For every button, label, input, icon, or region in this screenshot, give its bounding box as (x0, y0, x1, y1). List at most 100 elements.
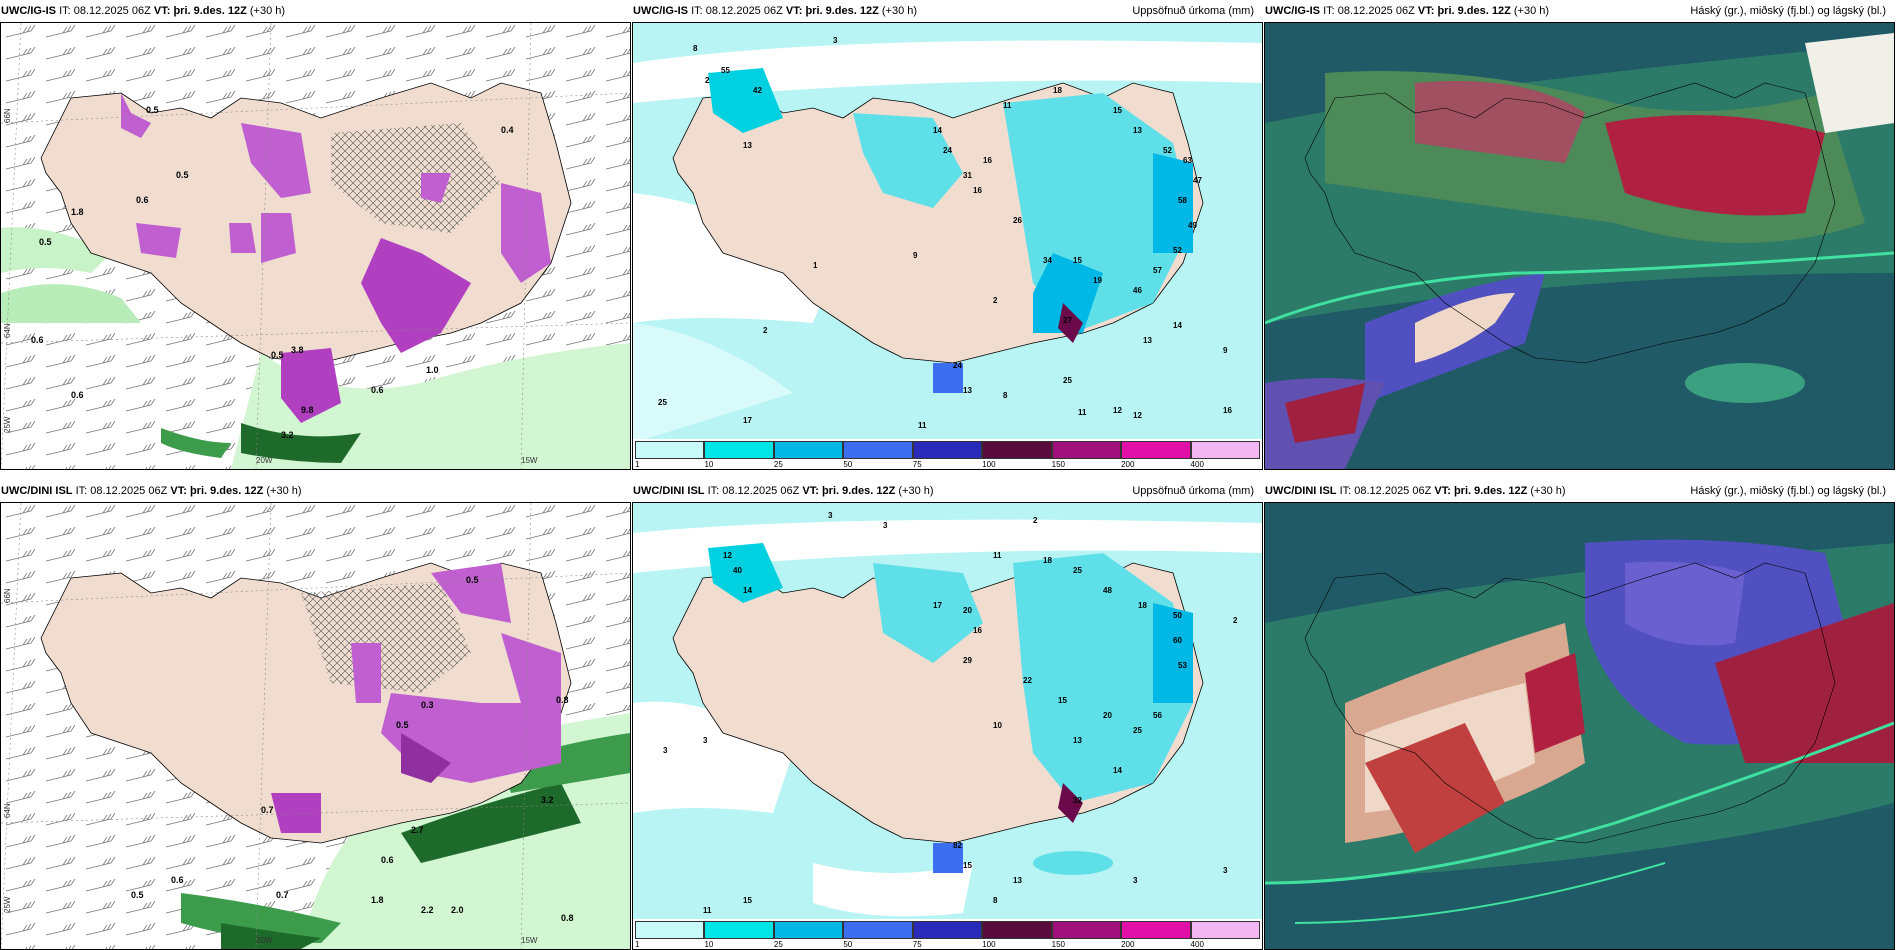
colorbar-segment (1190, 441, 1260, 459)
svg-text:46: 46 (1133, 286, 1142, 295)
panel-title: UWC/DINI ISL IT: 08.12.2025 06Z VT: þri.… (1265, 485, 1566, 497)
svg-text:14: 14 (1173, 321, 1182, 330)
lon-25w: 25W (3, 416, 12, 433)
wind-map-svg: 0.50.30.5 0.80.70.6 0.60.5 0.7 0.83.22.7 … (1, 503, 630, 949)
svg-text:2: 2 (1233, 616, 1238, 625)
colorbar-tick: 150 (1051, 460, 1066, 469)
svg-text:24: 24 (953, 361, 962, 370)
svg-text:18: 18 (1138, 601, 1147, 610)
svg-text:11: 11 (1003, 101, 1012, 110)
svg-text:53: 53 (1178, 661, 1187, 670)
colorbar-segment (773, 441, 844, 459)
svg-text:13: 13 (1133, 126, 1142, 135)
svg-text:3: 3 (663, 746, 668, 755)
svg-text:20: 20 (963, 606, 972, 615)
clouds-map-svg (1265, 503, 1894, 949)
svg-text:0.6: 0.6 (171, 875, 184, 885)
svg-text:11: 11 (993, 551, 1002, 560)
svg-text:12: 12 (723, 551, 732, 560)
panel-title: UWC/IG-IS IT: 08.12.2025 06Z VT: þri. 9.… (1, 5, 286, 17)
lat-64n: 64N (3, 323, 12, 338)
panel-title: UWC/IG-IS IT: 08.12.2025 06Z VT: þri. 9.… (1265, 5, 1550, 17)
svg-text:52: 52 (1163, 146, 1172, 155)
svg-text:14: 14 (933, 126, 942, 135)
map-wind-ig: 0.5 1.8 0.6 0.6 0.5 3.8 0.6 1.0 3.2 9.8 0.5 0.4 … (0, 22, 631, 470)
svg-text:2: 2 (993, 296, 998, 305)
svg-text:13: 13 (743, 141, 752, 150)
panel-dini-precip: UWC/DINI ISL IT: 08.12.2025 06Z VT: þri.… (632, 480, 1263, 950)
lon-20w: 20W (256, 456, 273, 465)
svg-text:0.6: 0.6 (381, 855, 394, 865)
svg-text:3: 3 (1223, 866, 1228, 875)
svg-text:63: 63 (1183, 156, 1192, 165)
svg-text:13: 13 (1013, 876, 1022, 885)
panel-field-title: Háský (gr.), miðský (fj.bl.) og lágský (… (1690, 485, 1886, 497)
svg-text:2: 2 (763, 326, 768, 335)
lon-20w: 20W (256, 936, 273, 945)
svg-text:32: 32 (1073, 796, 1082, 805)
colorbar-segment (1121, 441, 1191, 459)
map-clouds-ig (1264, 22, 1895, 470)
panel-title: UWC/IG-IS IT: 08.12.2025 06Z VT: þri. 9.… (633, 5, 918, 17)
svg-text:13: 13 (963, 386, 972, 395)
svg-text:3: 3 (833, 36, 838, 45)
colorbar-segment (843, 921, 913, 939)
svg-text:0.5: 0.5 (146, 105, 159, 115)
clouds-map-svg (1265, 23, 1894, 469)
svg-text:19: 19 (1093, 276, 1102, 285)
svg-text:0.6: 0.6 (71, 390, 84, 400)
svg-text:29: 29 (963, 656, 972, 665)
panel-field-title: Uppsöfnuð úrkoma (mm) (1132, 485, 1254, 497)
svg-text:48: 48 (1103, 586, 1112, 595)
svg-text:9: 9 (1223, 346, 1228, 355)
svg-text:9: 9 (913, 251, 918, 260)
svg-text:55: 55 (721, 66, 730, 75)
colorbar: 1 10 25 50 75 100 150 200 400 (633, 919, 1262, 949)
lat-66n: 66N (3, 108, 12, 123)
svg-text:25: 25 (1133, 726, 1142, 735)
colorbar: 1 10 25 50 75 100 150 200 400 (633, 439, 1262, 469)
colorbar-tick: 200 (1121, 940, 1135, 949)
svg-text:25: 25 (1063, 376, 1072, 385)
svg-text:3.8: 3.8 (291, 345, 304, 355)
svg-text:12: 12 (1133, 411, 1142, 420)
colorbar-tick: 10 (704, 460, 714, 469)
panel-ig-wind: UWC/IG-IS IT: 08.12.2025 06Z VT: þri. 9.… (0, 0, 631, 470)
svg-text:2.7: 2.7 (411, 825, 424, 835)
panel-dini-wind: UWC/DINI ISL IT: 08.12.2025 06Z VT: þri.… (0, 480, 631, 950)
svg-text:22: 22 (1023, 676, 1032, 685)
svg-text:82: 82 (953, 841, 962, 850)
wind-map-svg: 0.51.80.6 0.60.5 3.8 0.61.03.2 9.80.50.4 … (1, 23, 630, 469)
svg-text:34: 34 (1043, 256, 1052, 265)
svg-text:0.6: 0.6 (136, 195, 149, 205)
colorbar-segment (1051, 921, 1122, 939)
svg-text:2.2: 2.2 (421, 905, 434, 915)
svg-text:24: 24 (943, 146, 952, 155)
svg-text:0.5: 0.5 (131, 890, 144, 900)
svg-text:2: 2 (1033, 516, 1038, 525)
lon-15w: 15W (521, 936, 538, 945)
svg-text:0.5: 0.5 (466, 575, 479, 585)
svg-text:0.5: 0.5 (271, 350, 284, 360)
colorbar-tick: 25 (773, 940, 783, 949)
lat-64n: 64N (3, 803, 12, 818)
lon-25w: 25W (3, 896, 12, 913)
colorbar-tick: 50 (843, 940, 853, 949)
svg-text:0.8: 0.8 (561, 913, 574, 923)
svg-text:11: 11 (1078, 408, 1087, 417)
svg-text:2: 2 (705, 76, 710, 85)
svg-text:3: 3 (828, 511, 833, 520)
svg-text:25: 25 (1073, 566, 1082, 575)
svg-text:15: 15 (1058, 696, 1067, 705)
panel-title: UWC/DINI ISL IT: 08.12.2025 06Z VT: þri.… (633, 485, 934, 497)
svg-text:0.3: 0.3 (421, 700, 434, 710)
svg-text:10: 10 (993, 721, 1002, 730)
colorbar-segment (982, 921, 1052, 939)
svg-text:57: 57 (1153, 266, 1162, 275)
svg-text:0.5: 0.5 (176, 170, 189, 180)
lon-15w: 15W (521, 456, 538, 465)
colorbar-segment (1051, 441, 1122, 459)
colorbar-segment (704, 441, 774, 459)
